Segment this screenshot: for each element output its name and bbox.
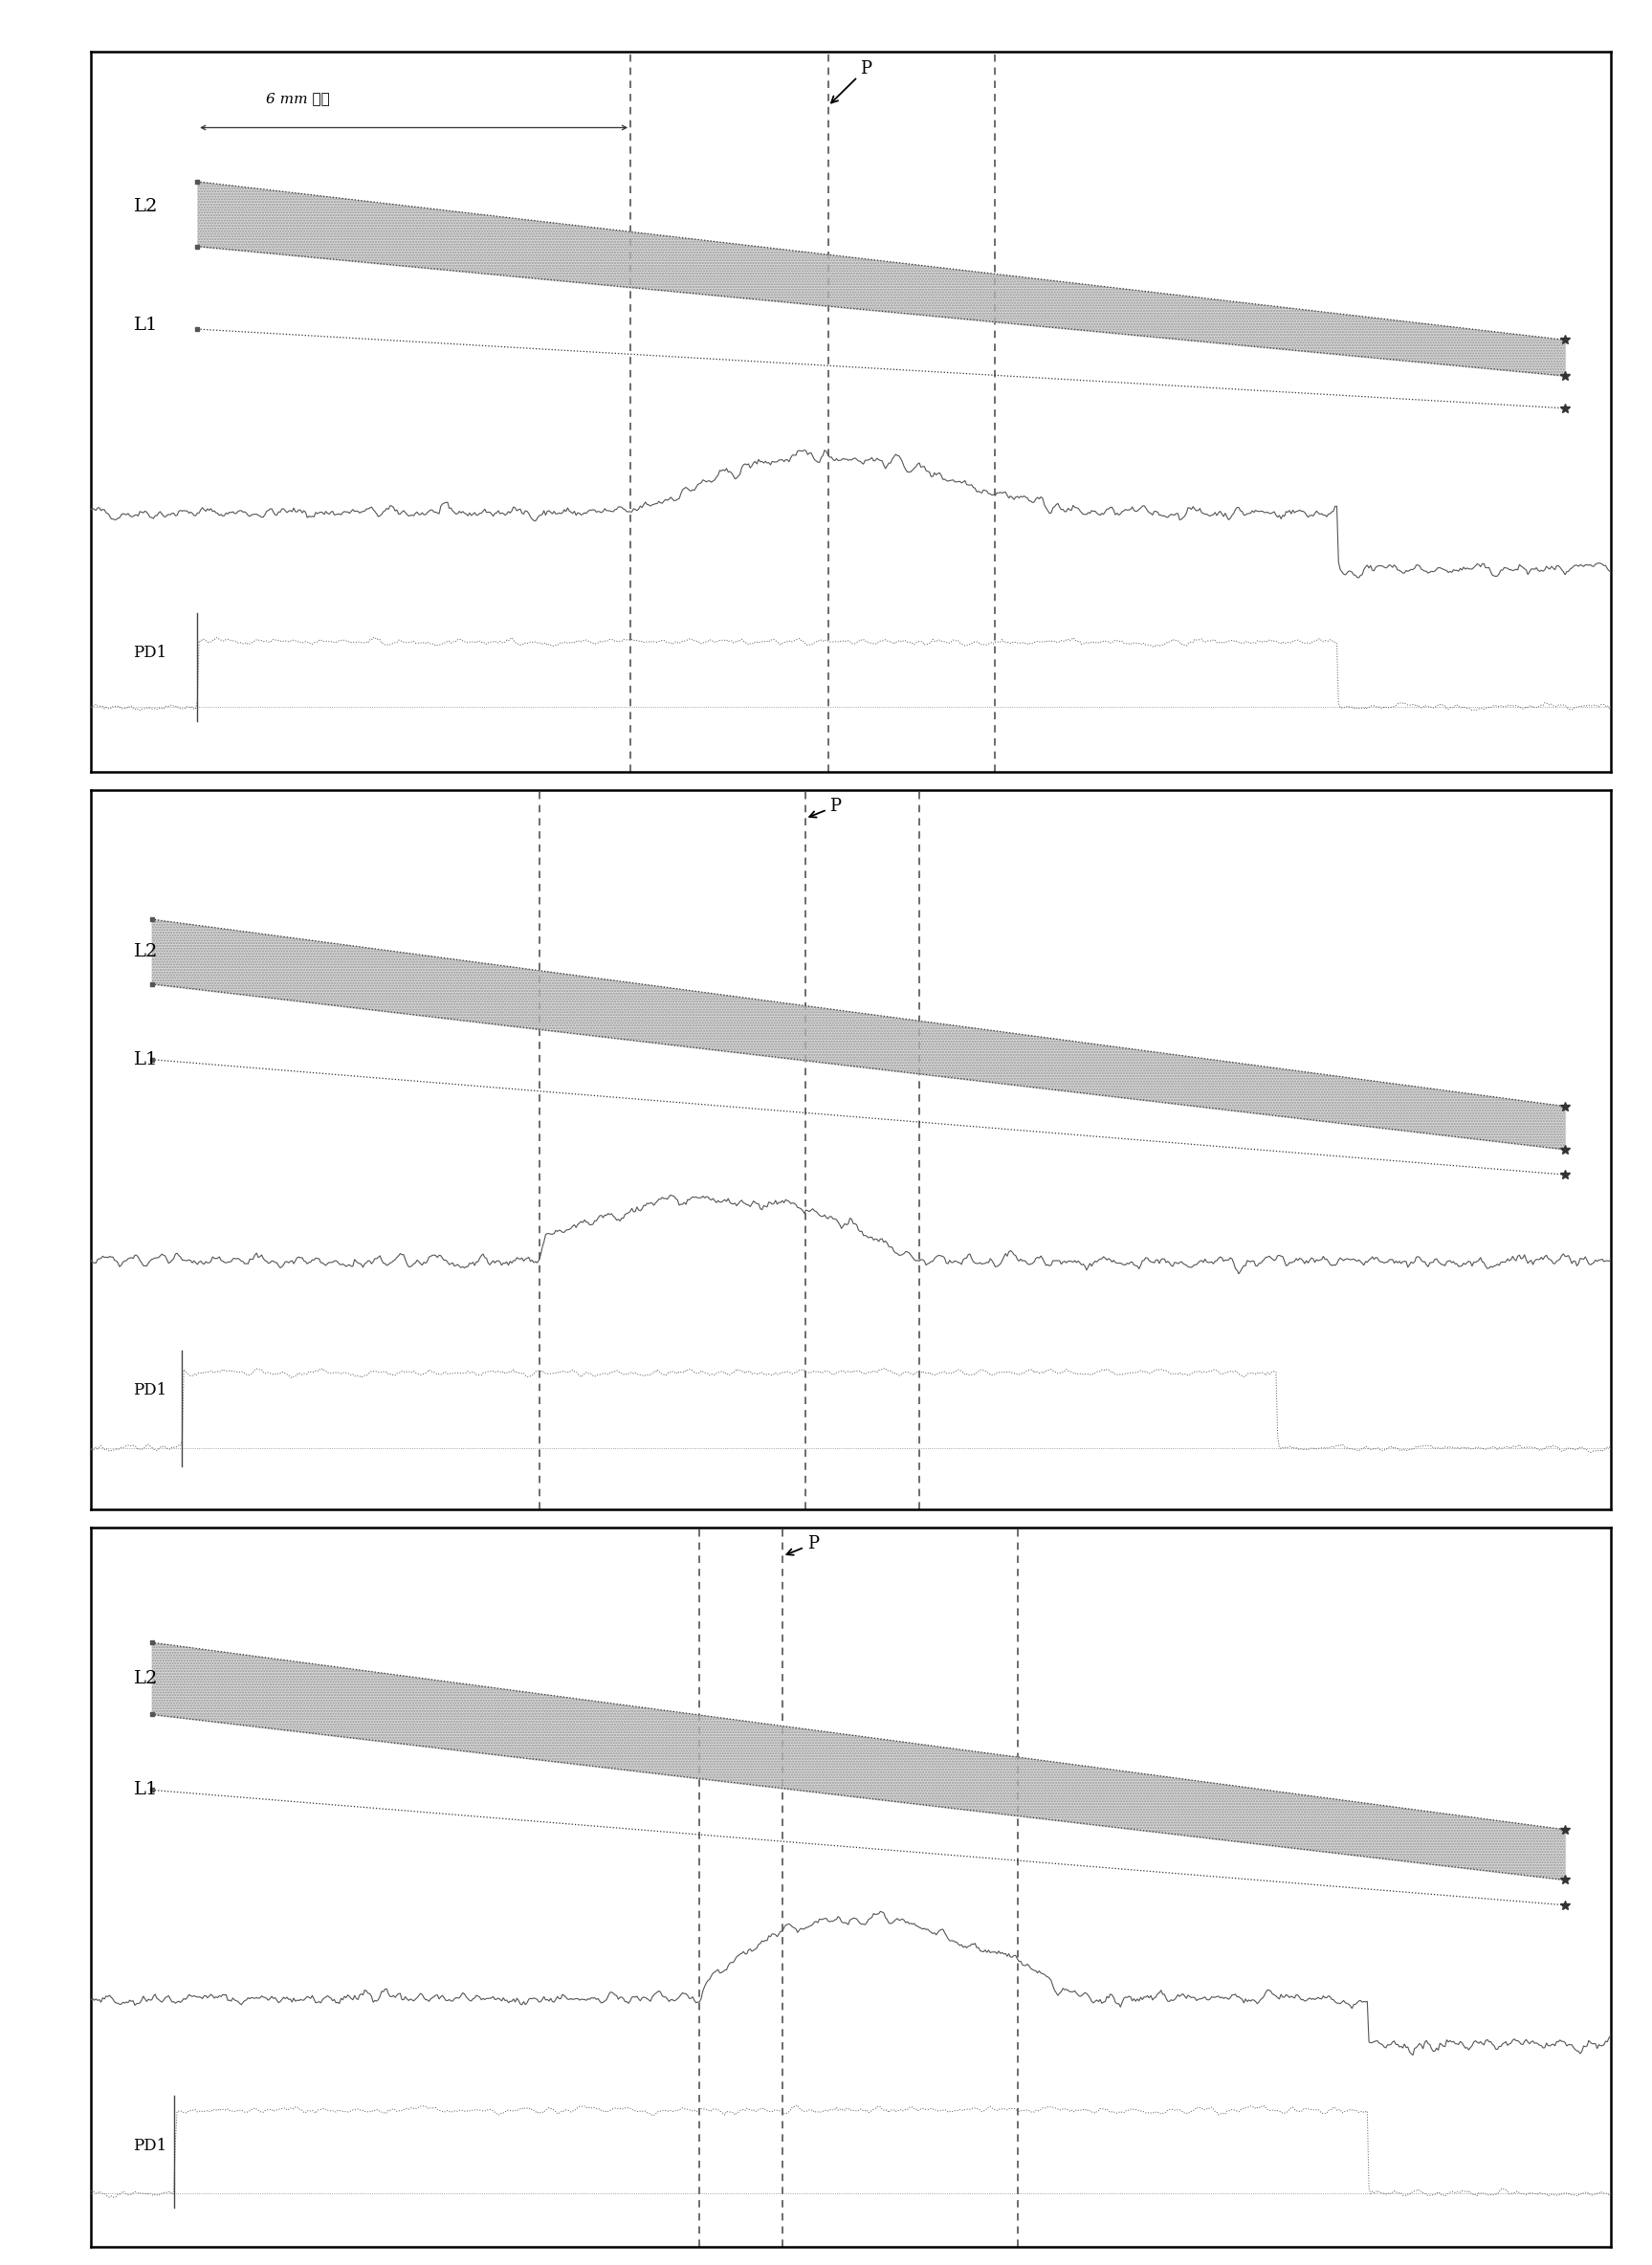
Text: L1: L1 <box>134 1051 157 1069</box>
Text: L1: L1 <box>134 317 157 335</box>
Text: P: P <box>809 797 841 818</box>
Text: PD1: PD1 <box>134 646 167 661</box>
Text: L2: L2 <box>134 197 157 215</box>
Text: PD1: PD1 <box>134 1382 167 1400</box>
Text: L1: L1 <box>134 1780 157 1798</box>
Text: 6 mm 视场: 6 mm 视场 <box>266 93 329 106</box>
Text: L2: L2 <box>134 942 157 960</box>
Text: P: P <box>831 61 872 102</box>
Text: P: P <box>786 1536 818 1556</box>
Text: L2: L2 <box>134 1669 157 1687</box>
Text: PD1: PD1 <box>134 2138 167 2154</box>
